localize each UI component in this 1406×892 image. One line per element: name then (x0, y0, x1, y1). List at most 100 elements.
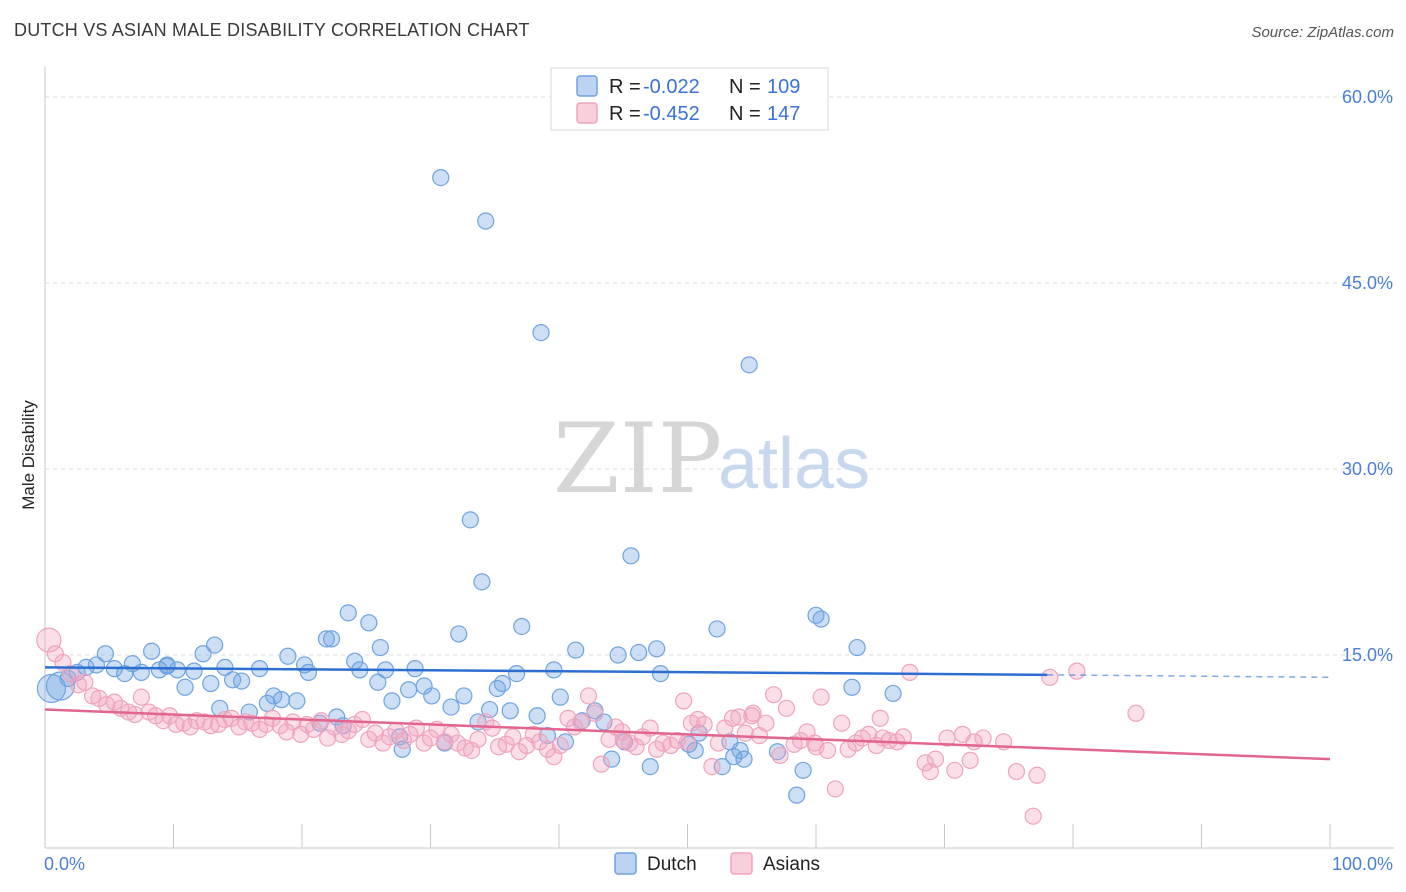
asian-point (469, 730, 487, 748)
bottom-legend-dutch: Dutch (647, 854, 697, 875)
y-tick-label: 30.0% (1342, 459, 1393, 479)
dutch-point (651, 664, 670, 683)
dutch-point (202, 674, 220, 693)
asian-point (1127, 704, 1145, 722)
asian-point (277, 723, 296, 741)
dutch-point (630, 643, 648, 662)
dutch-point (843, 678, 861, 696)
dutch-point (493, 674, 512, 693)
asian-point (1007, 762, 1026, 781)
dutch-point (731, 741, 749, 760)
asian-point (339, 722, 357, 740)
dutch-point (794, 761, 812, 779)
y-tick-labels: 15.0% 30.0% 45.0% 60.0% (1342, 87, 1393, 665)
asian-point (791, 731, 810, 750)
dutch-point (648, 640, 666, 658)
legend-n-label-dutch: N = (729, 76, 761, 98)
asian-point (946, 761, 964, 779)
asian-point (401, 725, 419, 743)
asian-point (380, 728, 398, 746)
dutch-point (622, 547, 640, 565)
dutch-point (240, 703, 258, 721)
dutch-point (206, 636, 224, 654)
asian-point (807, 738, 825, 756)
x-tick-labels: 0.0% 100.0% (44, 854, 1393, 874)
asian-point (1068, 662, 1086, 680)
dutch-point (158, 657, 176, 675)
chart-title: DUTCH VS ASIAN MALE DISABILITY CORRELATI… (14, 20, 530, 40)
dutch-point (406, 660, 424, 678)
dutch-point (322, 630, 341, 648)
asian-point (559, 709, 577, 727)
series-legend: Dutch Asians (614, 852, 820, 875)
asian-point (736, 724, 754, 742)
asian-point (257, 715, 275, 734)
watermark-atlas: atlas (718, 424, 870, 504)
dutch-point (513, 617, 531, 636)
asians-trend-line (44, 708, 1331, 761)
dutch-point (641, 757, 659, 776)
dutch-point (423, 687, 441, 705)
asian-point (771, 746, 789, 765)
asian-point (394, 731, 413, 750)
legend-swatch-dutch (576, 75, 598, 97)
dutch-point (371, 638, 389, 657)
dutch-trend-line (44, 666, 1048, 677)
asian-point (648, 740, 666, 758)
asian-point (743, 707, 761, 725)
bottom-legend-swatch-dutch (614, 852, 637, 875)
asian-point (777, 699, 796, 717)
dutch-point (369, 673, 387, 691)
asian-point (703, 757, 721, 776)
dutch-point (461, 511, 479, 529)
dutch-point (609, 646, 627, 664)
asian-point (695, 715, 713, 734)
dutch-point (603, 750, 621, 768)
asian-point (1028, 766, 1046, 784)
dutch-point (288, 692, 306, 710)
dutch-point (432, 169, 450, 187)
dutch-point (807, 606, 825, 624)
asian-point (723, 709, 742, 727)
asian-point (730, 708, 748, 726)
dutch-point (450, 625, 468, 643)
dutch-point (740, 356, 758, 374)
dutch-point (788, 786, 806, 804)
dutch-point (708, 620, 726, 638)
dutch-point (96, 645, 114, 663)
chart-source: Source: ZipAtlas.com (1251, 24, 1394, 41)
asian-point (1024, 807, 1042, 825)
asian-point (360, 730, 378, 748)
asian-point (833, 714, 851, 732)
dutch-point (393, 740, 411, 758)
dutch-point (735, 750, 753, 768)
dutch-point (507, 664, 526, 683)
dutch-point (233, 672, 251, 690)
y-tick-label: 15.0% (1342, 645, 1393, 665)
asian-point (926, 750, 945, 768)
asian-point (709, 734, 727, 752)
dutch-point (442, 698, 460, 716)
asian-point (551, 736, 569, 755)
dutch-point (143, 642, 161, 660)
asian-point (764, 686, 783, 704)
asian-point (592, 755, 611, 773)
watermark: ZIP atlas (553, 403, 870, 515)
dutch-trend-extension (1047, 674, 1331, 679)
asian-point (916, 754, 934, 772)
asians-series (36, 627, 1145, 825)
dutch-point (400, 681, 418, 699)
asian-point (871, 709, 889, 727)
dutch-point (383, 692, 401, 710)
asian-point (586, 704, 604, 722)
asian-point (974, 729, 992, 747)
x-tick-label-max: 100.0% (1332, 854, 1393, 874)
asian-point (374, 734, 392, 752)
dutch-point (532, 324, 550, 342)
axes (44, 66, 1394, 849)
asian-point (579, 687, 598, 705)
dutch-point (545, 661, 563, 679)
dutch-point (473, 573, 491, 591)
dutch-point (528, 707, 546, 725)
